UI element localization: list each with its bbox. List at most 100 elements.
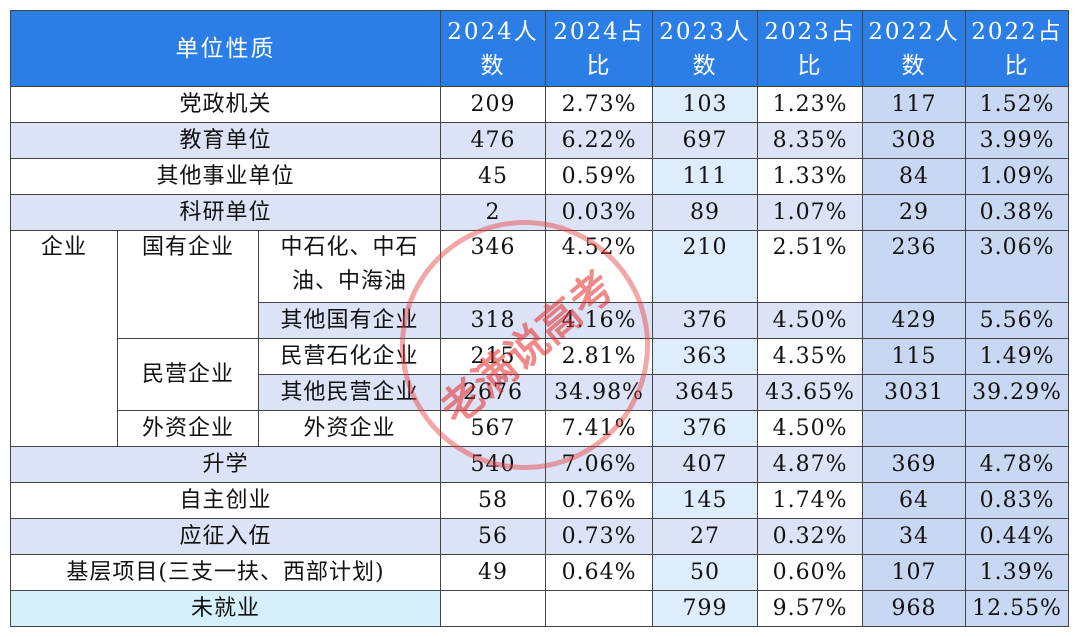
header-cell: 2023人数 [652, 10, 759, 87]
value-cell: 1.52% [965, 86, 1070, 123]
value-cell: 58 [440, 482, 547, 519]
value-cell: 4.50% [757, 302, 864, 339]
value-cell: 8.35% [757, 122, 864, 159]
header-cell: 2022占比 [965, 10, 1070, 87]
subgroup-label: 国有企业 [117, 230, 259, 339]
value-cell: 0.73% [545, 518, 654, 555]
value-cell: 29 [862, 194, 967, 231]
value-cell: 308 [862, 122, 967, 159]
value-cell: 3.06% [965, 230, 1070, 303]
value-cell: 64 [862, 482, 967, 519]
value-cell: 34.98% [545, 374, 654, 411]
subgroup-label: 外资企业 [117, 410, 259, 447]
value-cell: 49 [440, 554, 547, 591]
value-cell: 7.41% [545, 410, 654, 447]
value-cell: 2.51% [757, 230, 864, 303]
table-row: 其他民营企业 2676 34.98% 3645 43.65% 3031 39.29% [11, 374, 1070, 411]
value-cell: 210 [652, 230, 759, 303]
value-cell: 363 [652, 338, 759, 375]
item-label: 外资企业 [257, 410, 442, 447]
value-cell: 0.44% [965, 518, 1070, 555]
value-cell: 9.57% [757, 590, 864, 627]
group-label: 企业 [10, 230, 118, 447]
value-cell: 968 [862, 590, 967, 627]
table-row: 未就业 799 9.57% 968 12.55% [9, 590, 1070, 627]
value-cell: 0.03% [545, 194, 654, 231]
value-cell: 2 [440, 194, 547, 231]
row-label: 党政机关 [9, 86, 442, 123]
value-cell [545, 590, 654, 627]
row-label: 其他事业单位 [9, 158, 442, 195]
value-cell: 43.65% [757, 374, 864, 411]
value-cell: 2.73% [545, 86, 654, 123]
value-cell: 540 [440, 446, 547, 483]
value-cell: 103 [652, 86, 759, 123]
value-cell: 407 [652, 446, 759, 483]
item-label: 其他国有企业 [257, 302, 442, 339]
value-cell: 1.39% [965, 554, 1070, 591]
row-label: 自主创业 [9, 482, 442, 519]
value-cell: 429 [862, 302, 967, 339]
header-cell: 2024占比 [545, 10, 654, 87]
table-row: 应征入伍 56 0.73% 27 0.32% 34 0.44% [9, 518, 1070, 555]
value-cell: 1.07% [757, 194, 864, 231]
value-cell: 107 [862, 554, 967, 591]
header-cell: 单位性质 [9, 10, 442, 87]
row-label: 升学 [9, 446, 442, 483]
row-label: 科研单位 [9, 194, 442, 231]
value-cell: 89 [652, 194, 759, 231]
value-cell: 115 [862, 338, 967, 375]
value-cell [862, 410, 967, 447]
data-table: 单位性质 2024人数 2024占比 2023人数 2023占比 2022人数 2022占比… [9, 10, 1070, 627]
value-cell: 1.09% [965, 158, 1070, 195]
value-cell: 0.32% [757, 518, 864, 555]
value-cell: 3.99% [965, 122, 1070, 159]
item-label: 民营石化企业 [257, 338, 442, 375]
value-cell [440, 590, 547, 627]
value-cell: 117 [862, 86, 967, 123]
value-cell: 209 [440, 86, 547, 123]
value-cell: 4.35% [757, 338, 864, 375]
value-cell: 346 [440, 230, 547, 303]
value-cell: 567 [440, 410, 547, 447]
table-row: 教育单位 476 6.22% 697 8.35% 308 3.99% [9, 122, 1070, 159]
subgroup-label: 民营企业 [117, 338, 259, 411]
table-row: 外资企业 外资企业 567 7.41% 376 4.50% [11, 410, 1070, 447]
row-label: 教育单位 [9, 122, 442, 159]
value-cell: 1.49% [965, 338, 1070, 375]
value-cell: 376 [652, 410, 759, 447]
value-cell: 0.76% [545, 482, 654, 519]
table-row: 民营企业 民营石化企业 215 2.81% 363 4.35% 115 1.49% [11, 338, 1070, 411]
table-row: 基层项目(三支一扶、西部计划) 49 0.64% 50 0.60% 107 1.39% [9, 554, 1070, 591]
value-cell [965, 410, 1070, 447]
value-cell: 2.81% [545, 338, 654, 375]
table-row: 企业 国有企业 中石化、中石油、中海油 346 4.52% 210 2.51% 236 3.06… [10, 230, 1070, 447]
header-cell: 2023占比 [757, 10, 864, 87]
value-cell: 2676 [440, 374, 547, 411]
value-cell: 1.33% [757, 158, 864, 195]
row-label: 应征入伍 [9, 518, 442, 555]
value-cell: 1.74% [757, 482, 864, 519]
value-cell: 7.06% [545, 446, 654, 483]
value-cell: 4.50% [757, 410, 864, 447]
table-row: 科研单位 2 0.03% 89 1.07% 29 0.38% [9, 194, 1070, 231]
value-cell: 50 [652, 554, 759, 591]
table-row: 升学 540 7.06% 407 4.87% 369 4.78% [9, 446, 1070, 483]
value-cell: 799 [652, 590, 759, 627]
header-cell: 2024人数 [440, 10, 547, 87]
item-label: 中石化、中石油、中海油 [257, 230, 442, 303]
table-row: 其他事业单位 45 0.59% 111 1.33% 84 1.09% [9, 158, 1070, 195]
item-label: 其他民营企业 [257, 374, 442, 411]
table-row: 自主创业 58 0.76% 145 1.74% 64 0.83% [9, 482, 1070, 519]
value-cell: 236 [862, 230, 967, 303]
value-cell: 318 [440, 302, 547, 339]
value-cell: 6.22% [545, 122, 654, 159]
value-cell: 3031 [862, 374, 967, 411]
value-cell: 145 [652, 482, 759, 519]
value-cell: 4.16% [545, 302, 654, 339]
row-label: 未就业 [9, 590, 442, 627]
value-cell: 0.60% [757, 554, 864, 591]
value-cell: 0.38% [965, 194, 1070, 231]
value-cell: 0.64% [545, 554, 654, 591]
value-cell: 4.52% [545, 230, 654, 303]
